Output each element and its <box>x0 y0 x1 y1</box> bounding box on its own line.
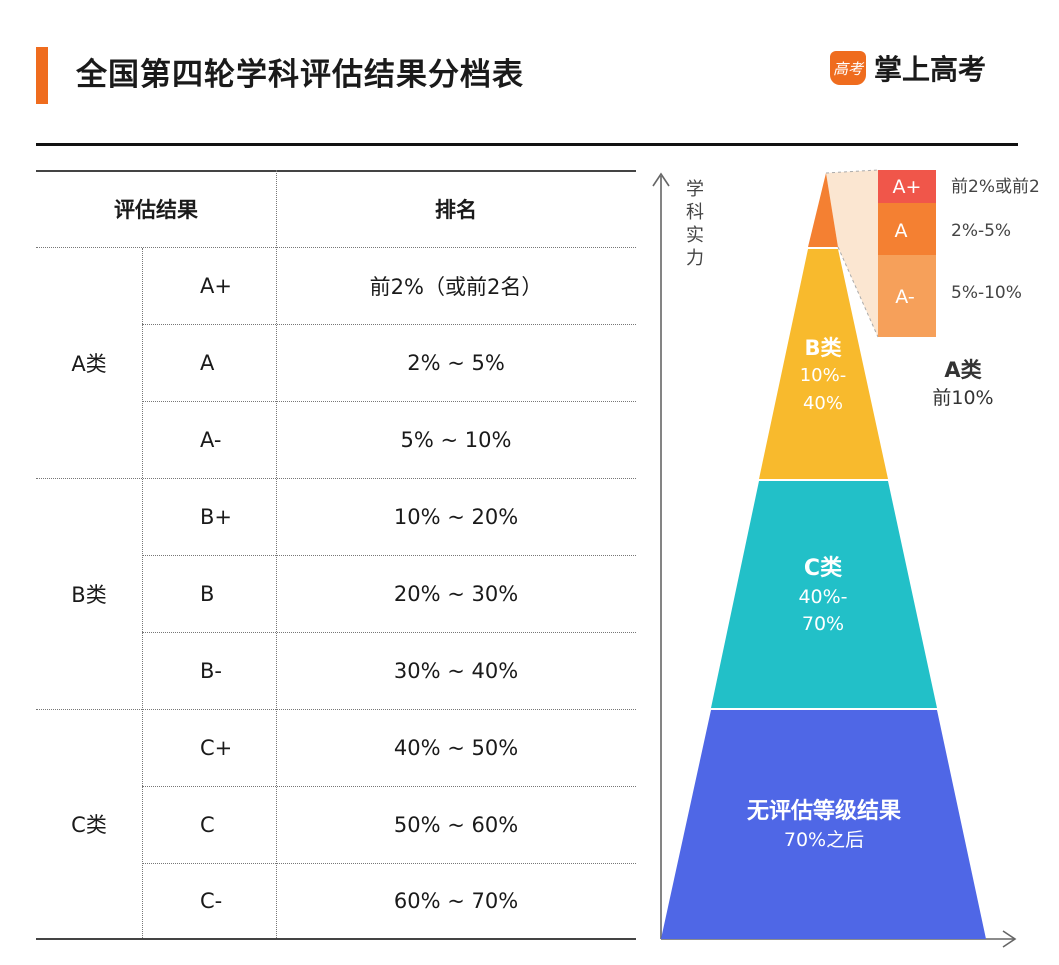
range-cell: 2% ~ 5% <box>407 351 505 375</box>
level-cell: B <box>200 582 215 606</box>
range-cell: 30% ~ 40% <box>393 659 519 683</box>
a-minus-box-label: A- <box>895 286 914 308</box>
range-cell: 5% ~ 10% <box>400 428 512 452</box>
a-callout-guide-bottom <box>837 246 879 338</box>
layer-c-title: C类 <box>804 556 843 581</box>
range-cell: 60% ~ 70% <box>393 889 519 913</box>
pyramid-layer-none <box>661 710 986 939</box>
x-axis-arrow-icon <box>1002 930 1017 948</box>
layer-b-range-line2: 40% <box>803 393 843 414</box>
pyramid-layer-b <box>759 249 888 479</box>
layer-b-range-line1: 10%- <box>800 365 847 386</box>
table-row: C 50% ~ 60% <box>142 787 636 864</box>
range-cell: 50% ~ 60% <box>393 813 519 837</box>
brand: 高考 掌上高考 <box>830 48 986 88</box>
range-cell: 10% ~ 20% <box>393 505 519 529</box>
level-cell: C+ <box>200 736 233 760</box>
table-row: B- 30% ~ 40% <box>36 633 636 710</box>
a-callout-fan <box>826 170 878 337</box>
level-cell: A- <box>200 428 222 452</box>
table-row: A- 5% ~ 10% <box>36 402 636 479</box>
range-cell: 40% ~ 50% <box>393 736 519 760</box>
a-plus-box <box>878 170 936 203</box>
table-row: A 2% ~ 5% <box>142 325 636 402</box>
table-header-row: 评估结果 排名 <box>36 170 636 248</box>
pyramid-layer-a <box>808 173 838 247</box>
axis-label: 学科实力 <box>686 179 704 269</box>
level-cell: B+ <box>200 505 233 529</box>
y-axis-arrow-icon <box>652 172 670 187</box>
table-bottom-border <box>36 938 636 940</box>
group-label-c: C类 <box>71 813 107 837</box>
header-result: 评估结果 <box>114 197 198 222</box>
pyramid-layer-c <box>711 481 937 708</box>
table-row: C+ 40% ~ 50% <box>142 710 636 787</box>
layer-c-range-line1: 40%- <box>798 586 847 608</box>
vertical-divider-group <box>142 248 143 938</box>
table-row: B 20% ~ 30% <box>142 556 636 633</box>
vertical-divider-rank <box>276 170 277 938</box>
title-divider <box>36 143 1018 146</box>
a-box <box>878 203 936 255</box>
level-cell: C- <box>200 889 223 913</box>
group-label-a: A类 <box>71 352 107 376</box>
a-plus-box-label: A+ <box>893 176 922 198</box>
level-cell: A+ <box>200 274 232 298</box>
level-cell: B- <box>200 659 222 683</box>
group-label-b: B类 <box>71 583 107 607</box>
table-row: A+ 前2%（或前2名） <box>142 248 636 325</box>
a-group-subtitle: 前10% <box>932 387 993 409</box>
layer-b-title: B类 <box>804 336 842 360</box>
range-cell: 20% ~ 30% <box>393 582 519 606</box>
brand-logo-icon: 高考 <box>830 51 866 85</box>
a-callout-guide-top <box>825 169 879 174</box>
range-cell: 前2%（或前2名） <box>369 275 543 299</box>
brand-name: 掌上高考 <box>874 53 987 86</box>
a-box-label: A <box>895 220 908 242</box>
strength-pyramid: B类 10%- 40% C类 40%- 70% 无评估等级结果 70%之后 A+… <box>652 169 1040 948</box>
level-cell: C <box>200 813 215 837</box>
layer-c-range-line2: 70% <box>802 613 844 635</box>
a-group-title: A类 <box>944 358 982 382</box>
level-cell: A <box>200 351 215 375</box>
layer-none-title: 无评估等级结果 <box>747 798 901 824</box>
title-accent-bar <box>36 47 48 104</box>
table-top-border <box>36 170 636 172</box>
header-rank: 排名 <box>435 197 477 222</box>
page-title: 全国第四轮学科评估结果分档表 <box>76 57 524 93</box>
table-row: C- 60% ~ 70% <box>36 864 636 938</box>
a-minus-range: 5%-10% <box>951 283 1022 303</box>
a-plus-range: 前2%或前2 <box>951 177 1040 197</box>
a-minus-box <box>878 255 936 337</box>
a-range: 2%-5% <box>951 221 1011 241</box>
layer-none-range: 70%之后 <box>784 829 864 851</box>
table-row: B+ 10% ~ 20% <box>142 479 636 556</box>
